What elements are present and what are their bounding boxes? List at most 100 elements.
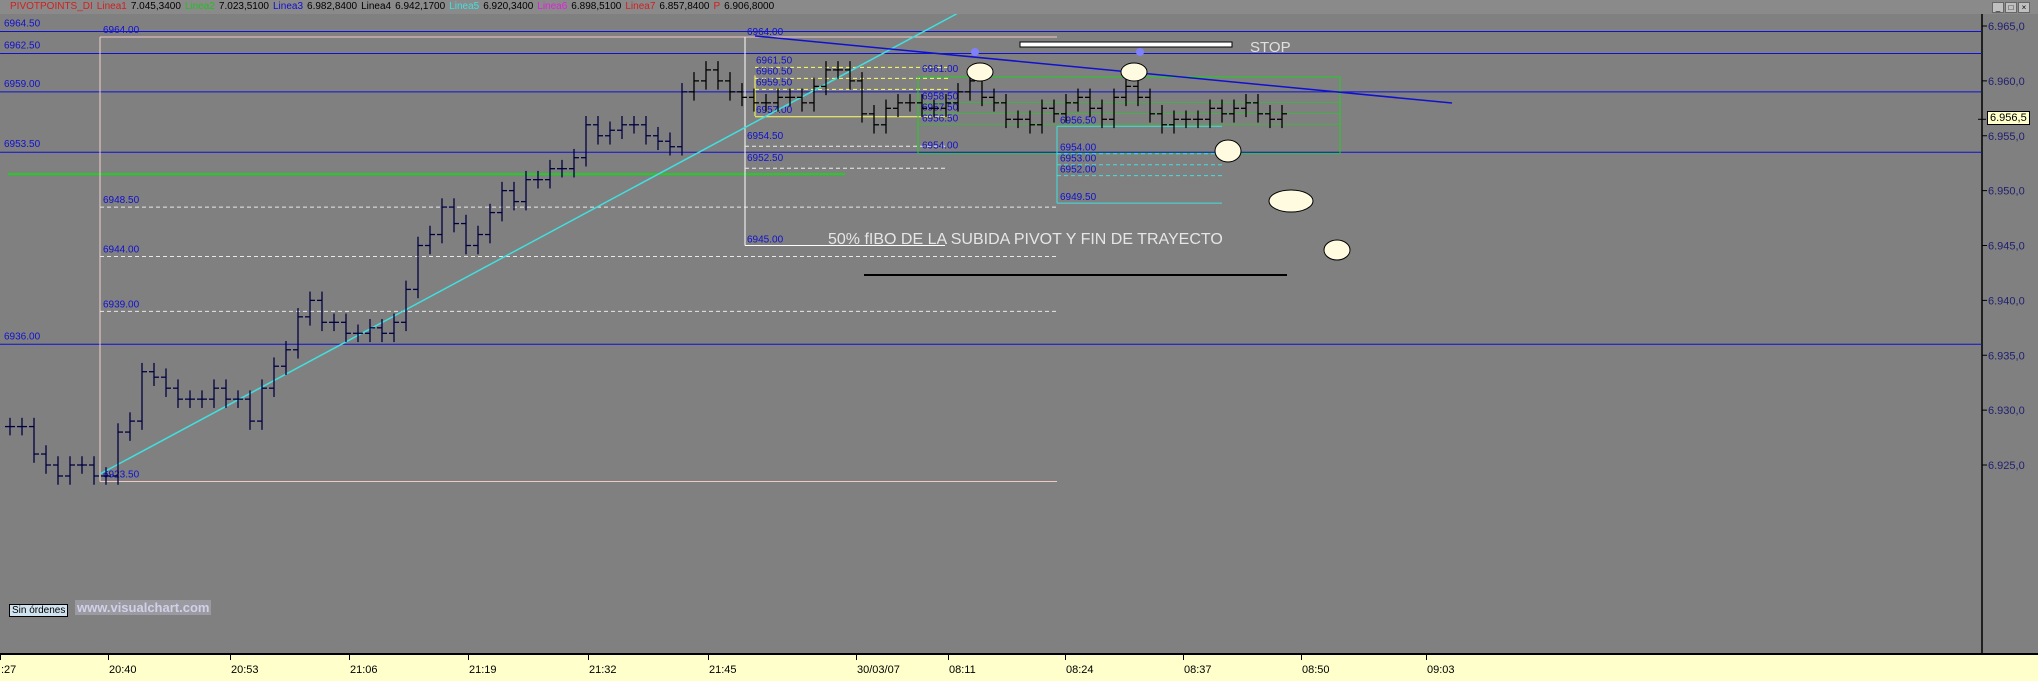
x-tick bbox=[349, 655, 350, 660]
price-bar bbox=[761, 94, 771, 112]
price-bar bbox=[509, 181, 519, 211]
downtrend-line bbox=[754, 35, 1453, 104]
x-tick bbox=[856, 655, 857, 660]
price-bar bbox=[101, 467, 111, 485]
price-bar bbox=[1025, 110, 1035, 134]
fibo-mid-label: 6952.50 bbox=[747, 153, 784, 164]
price-bar bbox=[137, 362, 147, 430]
y-tick-label: 6.925,0 bbox=[1988, 460, 2025, 472]
pivot-label: 6953.50 bbox=[4, 139, 41, 150]
price-bar bbox=[209, 379, 219, 408]
x-tick-label: 20:40 bbox=[109, 664, 137, 676]
x-tick-label: 09:03 bbox=[1427, 664, 1455, 676]
legend-label: Linea4 bbox=[361, 1, 392, 12]
price-bar bbox=[281, 340, 291, 376]
legend-value: 6.982,8400 bbox=[307, 1, 358, 12]
x-tick bbox=[948, 655, 949, 660]
price-bar bbox=[233, 390, 243, 408]
price-bar bbox=[641, 115, 651, 145]
price-bar bbox=[665, 132, 675, 156]
price-bar bbox=[689, 72, 699, 101]
fibo-cyan-label: 6949.50 bbox=[1060, 192, 1097, 203]
fibo-green-box bbox=[917, 76, 1341, 155]
current-price-tag: 6.956,5 bbox=[1987, 111, 2030, 125]
x-tick bbox=[108, 655, 109, 660]
fibo-mid-label: 6945.00 bbox=[747, 235, 784, 246]
legend-value: 6.942,1700 bbox=[395, 1, 446, 12]
price-bar bbox=[449, 198, 459, 233]
price-bar bbox=[1253, 94, 1263, 123]
y-tick-label: 6.955,0 bbox=[1988, 131, 2025, 143]
time-axis: :27 20:40 20:53 21:06 21:19 21:32 21:45 30/03/0… bbox=[0, 653, 2038, 681]
price-bar bbox=[1205, 99, 1215, 129]
legend-label: Linea5 bbox=[449, 1, 480, 12]
price-bar bbox=[677, 83, 687, 156]
price-bar bbox=[737, 83, 747, 107]
price-bar bbox=[953, 83, 963, 112]
price-bar bbox=[617, 115, 627, 140]
x-tick-label: :27 bbox=[1, 664, 17, 676]
highlight-ellipse bbox=[966, 62, 994, 82]
x-tick-label: 21:06 bbox=[350, 664, 378, 676]
fibo-green-label: 6958.50 bbox=[922, 91, 959, 102]
window-controls: _ □ × bbox=[1992, 2, 2030, 13]
price-bar bbox=[881, 99, 891, 134]
x-tick-label: 08:11 bbox=[949, 664, 976, 676]
price-bar bbox=[725, 72, 735, 101]
fibo-yellow-label: 6960.50 bbox=[756, 66, 793, 77]
price-bar bbox=[269, 357, 279, 397]
price-bar bbox=[245, 390, 255, 430]
price-bar bbox=[593, 115, 603, 145]
price-bar bbox=[149, 362, 159, 386]
price-bar bbox=[197, 390, 207, 408]
minimize-button[interactable]: _ bbox=[1992, 2, 2004, 13]
anchor-point-marker bbox=[971, 48, 979, 56]
legend-label: Linea7 bbox=[625, 1, 656, 12]
highlight-ellipse bbox=[1268, 189, 1314, 213]
price-bar bbox=[917, 94, 927, 118]
maximize-button[interactable]: □ bbox=[2005, 2, 2017, 13]
fibo-green-label: 6954.00 bbox=[922, 141, 959, 152]
legend-label: Linea1 bbox=[96, 1, 127, 12]
pivot-label: 6964.50 bbox=[4, 18, 41, 29]
uptrend-line bbox=[99, 11, 961, 475]
price-bar bbox=[161, 368, 171, 397]
legend-label: Linea3 bbox=[272, 1, 304, 12]
fibo-yellow-label: 6957.00 bbox=[756, 105, 793, 116]
fibo-annotation: 50% fIBO DE LA SUBIDA PIVOT Y FIN DE TRA… bbox=[828, 231, 1223, 248]
pivot-label: 6962.50 bbox=[4, 40, 41, 51]
price-bar bbox=[257, 379, 267, 430]
legend-label: Linea2 bbox=[184, 1, 215, 12]
x-tick-label: 20:53 bbox=[231, 664, 259, 676]
pivot-label: 6936.00 bbox=[4, 331, 41, 342]
orders-button[interactable]: Sin órdenes bbox=[9, 604, 69, 617]
price-bar bbox=[989, 88, 999, 112]
pivot-label: 6959.00 bbox=[4, 79, 41, 90]
price-bar bbox=[293, 308, 303, 359]
fibo-cyan-label: 6954.00 bbox=[1060, 143, 1097, 154]
price-bar bbox=[329, 313, 339, 332]
price-bar bbox=[401, 280, 411, 332]
legend-value: 7.045,3400 bbox=[130, 1, 181, 12]
price-bar bbox=[1217, 99, 1227, 123]
price-bar bbox=[305, 291, 315, 326]
price-bar bbox=[1109, 88, 1119, 129]
close-button[interactable]: × bbox=[2018, 2, 2030, 13]
price-bar bbox=[173, 379, 183, 408]
price-bar bbox=[785, 88, 795, 107]
legend-value: 7.023,5100 bbox=[218, 1, 269, 12]
fibo-green-label: 6956.50 bbox=[922, 113, 959, 124]
legend-label: Linea6 bbox=[537, 1, 568, 12]
price-bar bbox=[1061, 94, 1071, 123]
price-bar bbox=[425, 225, 435, 255]
price-bar bbox=[317, 291, 327, 332]
price-bar bbox=[809, 77, 819, 112]
highlight-ellipse bbox=[1120, 62, 1148, 82]
price-bar bbox=[1037, 99, 1047, 134]
x-tick bbox=[1183, 655, 1184, 660]
price-bar bbox=[1229, 99, 1239, 123]
x-tick bbox=[468, 655, 469, 660]
legend-value: 6.906,8000 bbox=[724, 1, 775, 12]
x-tick bbox=[0, 655, 1, 660]
